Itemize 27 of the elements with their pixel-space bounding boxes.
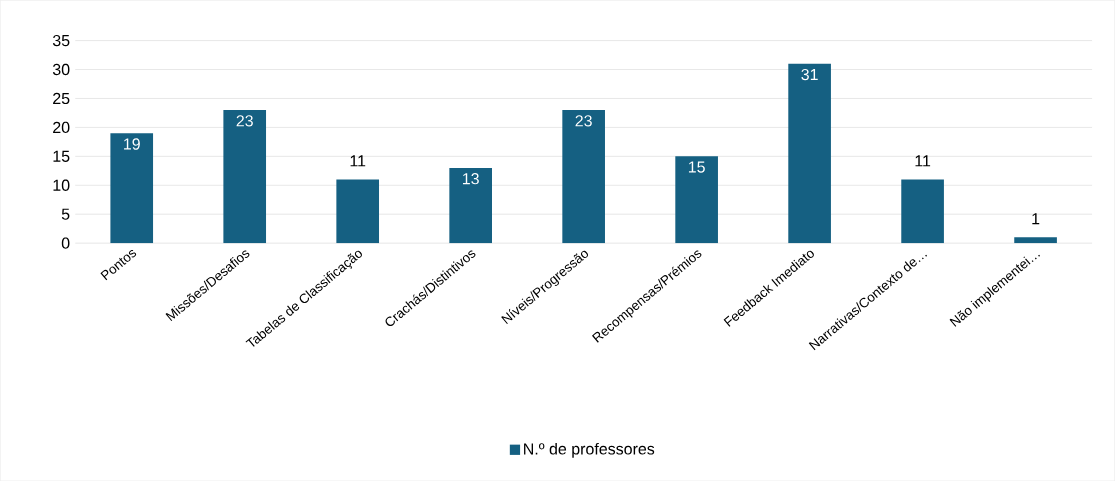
data-label: 31: [801, 68, 818, 81]
y-tick-label: 15: [53, 150, 70, 162]
data-label: 19: [124, 138, 140, 150]
bar: [110, 133, 154, 244]
data-label: 23: [575, 115, 592, 127]
bar: [675, 156, 718, 244]
legend-label: N.º de professores: [524, 442, 655, 458]
y-tick-label: 5: [61, 208, 70, 220]
bar: [562, 109, 605, 244]
bar: [336, 179, 380, 244]
bar: [788, 63, 831, 244]
y-tick-label: 30: [52, 63, 70, 76]
y-tick-label: 25: [53, 92, 70, 104]
y-tick-label: 35: [52, 34, 70, 47]
data-label: 13: [462, 172, 479, 185]
y-tick-label: 20: [53, 121, 70, 133]
y-tick-label: 0: [61, 237, 70, 249]
data-label: 11: [350, 155, 366, 167]
y-tick-label: 10: [53, 179, 70, 191]
data-label: 15: [688, 161, 705, 173]
bar: [449, 167, 492, 244]
bar: [1014, 237, 1057, 244]
data-label: 23: [236, 115, 253, 127]
data-label: 1: [1032, 213, 1040, 225]
bar: [223, 109, 267, 244]
bar: [901, 179, 944, 244]
data-label: 11: [915, 155, 931, 167]
